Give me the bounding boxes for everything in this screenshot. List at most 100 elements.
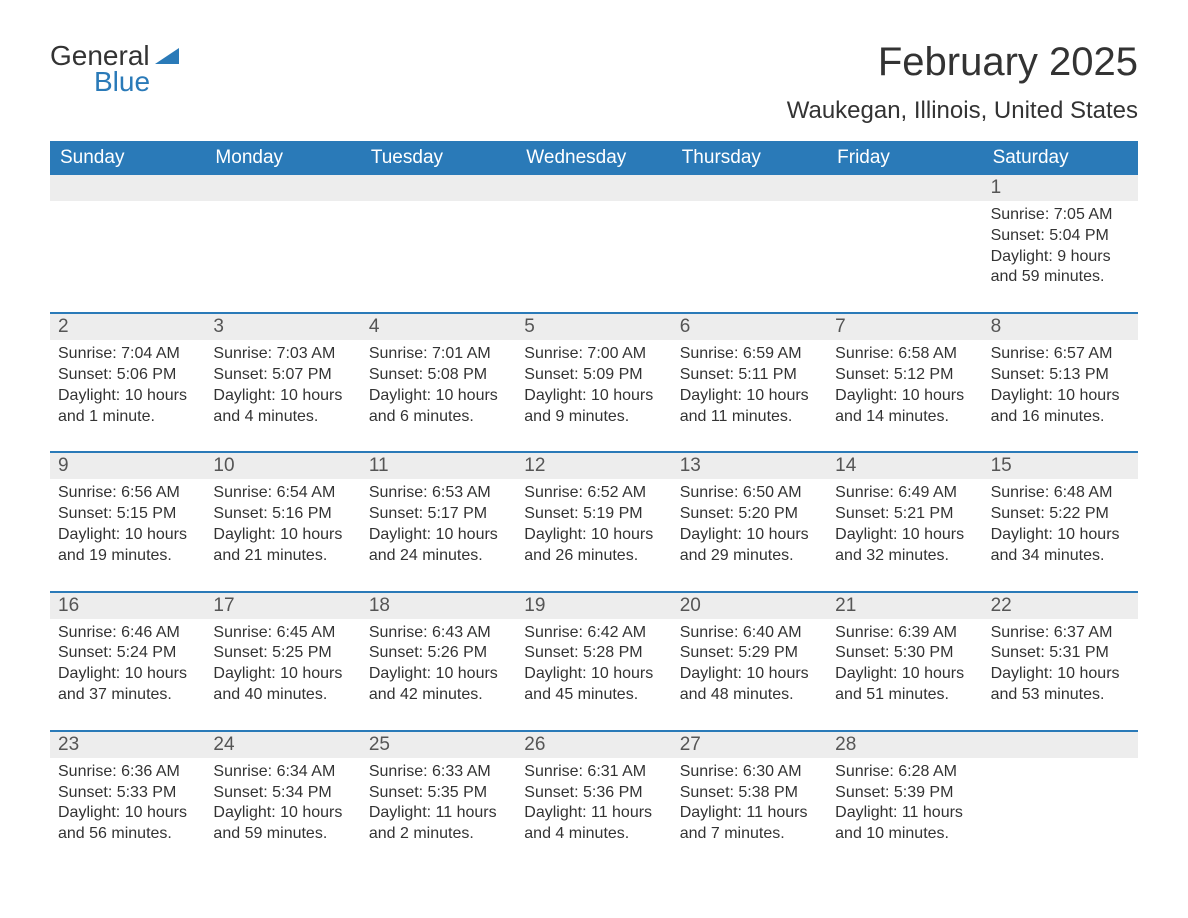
day-info-line: Sunset: 5:06 PM xyxy=(58,365,197,386)
day-info-line: Sunrise: 6:52 AM xyxy=(524,483,663,504)
day-cell: Sunrise: 6:40 AMSunset: 5:29 PMDaylight:… xyxy=(672,619,827,730)
day-info-line: Daylight: 11 hours and 2 minutes. xyxy=(369,803,508,845)
day-number xyxy=(827,175,982,201)
calendar-week: 1Sunrise: 7:05 AMSunset: 5:04 PMDaylight… xyxy=(50,175,1138,312)
day-info-line: Daylight: 10 hours and 56 minutes. xyxy=(58,803,197,845)
day-info-line: Sunset: 5:28 PM xyxy=(524,643,663,664)
day-cell: Sunrise: 7:05 AMSunset: 5:04 PMDaylight:… xyxy=(983,201,1138,312)
day-info-line: Daylight: 10 hours and 32 minutes. xyxy=(835,525,974,567)
day-cell: Sunrise: 6:59 AMSunset: 5:11 PMDaylight:… xyxy=(672,340,827,451)
day-info-line: Sunset: 5:38 PM xyxy=(680,783,819,804)
triangle-icon xyxy=(155,48,179,64)
day-number: 6 xyxy=(672,314,827,340)
title-block: February 2025 Waukegan, Illinois, United… xyxy=(787,40,1138,125)
day-info-line: Sunset: 5:30 PM xyxy=(835,643,974,664)
day-number xyxy=(205,175,360,201)
day-info-line: Sunset: 5:04 PM xyxy=(991,226,1130,247)
day-info-line: Daylight: 10 hours and 40 minutes. xyxy=(213,664,352,706)
weekday-header: Saturday xyxy=(983,141,1138,175)
day-info-line: Daylight: 11 hours and 4 minutes. xyxy=(524,803,663,845)
day-number: 25 xyxy=(361,732,516,758)
day-info-line: Sunrise: 6:56 AM xyxy=(58,483,197,504)
day-number: 1 xyxy=(983,175,1138,201)
calendar-week: 232425262728Sunrise: 6:36 AMSunset: 5:33… xyxy=(50,730,1138,869)
day-info-line: Sunrise: 6:54 AM xyxy=(213,483,352,504)
day-info-line: Daylight: 10 hours and 26 minutes. xyxy=(524,525,663,567)
day-cell: Sunrise: 7:00 AMSunset: 5:09 PMDaylight:… xyxy=(516,340,671,451)
day-cell xyxy=(50,201,205,312)
day-number: 21 xyxy=(827,593,982,619)
weekday-header: Friday xyxy=(827,141,982,175)
day-number: 8 xyxy=(983,314,1138,340)
day-cell: Sunrise: 6:53 AMSunset: 5:17 PMDaylight:… xyxy=(361,479,516,590)
day-number: 23 xyxy=(50,732,205,758)
day-cell: Sunrise: 6:57 AMSunset: 5:13 PMDaylight:… xyxy=(983,340,1138,451)
day-info-line: Daylight: 10 hours and 16 minutes. xyxy=(991,386,1130,428)
weekday-header: Sunday xyxy=(50,141,205,175)
day-cell: Sunrise: 6:49 AMSunset: 5:21 PMDaylight:… xyxy=(827,479,982,590)
day-info-line: Sunrise: 6:39 AM xyxy=(835,623,974,644)
day-info-line: Sunrise: 6:53 AM xyxy=(369,483,508,504)
weekday-header: Tuesday xyxy=(361,141,516,175)
day-info-line: Sunset: 5:22 PM xyxy=(991,504,1130,525)
day-cell: Sunrise: 7:01 AMSunset: 5:08 PMDaylight:… xyxy=(361,340,516,451)
day-info-line: Sunrise: 6:50 AM xyxy=(680,483,819,504)
day-info-line: Daylight: 10 hours and 48 minutes. xyxy=(680,664,819,706)
day-info-line: Sunset: 5:33 PM xyxy=(58,783,197,804)
day-number xyxy=(983,732,1138,758)
day-info-line: Sunrise: 7:04 AM xyxy=(58,344,197,365)
day-cell: Sunrise: 6:33 AMSunset: 5:35 PMDaylight:… xyxy=(361,758,516,869)
day-info-line: Daylight: 10 hours and 9 minutes. xyxy=(524,386,663,428)
day-info-line: Sunrise: 6:45 AM xyxy=(213,623,352,644)
calendar-week: 9101112131415Sunrise: 6:56 AMSunset: 5:1… xyxy=(50,451,1138,590)
day-number: 3 xyxy=(205,314,360,340)
day-info-line: Sunset: 5:11 PM xyxy=(680,365,819,386)
day-number: 16 xyxy=(50,593,205,619)
day-info-line: Daylight: 10 hours and 1 minute. xyxy=(58,386,197,428)
day-cell xyxy=(516,201,671,312)
day-cell: Sunrise: 6:46 AMSunset: 5:24 PMDaylight:… xyxy=(50,619,205,730)
day-info-line: Sunrise: 6:30 AM xyxy=(680,762,819,783)
day-info-line: Sunrise: 6:36 AM xyxy=(58,762,197,783)
day-number: 12 xyxy=(516,453,671,479)
day-info-line: Daylight: 10 hours and 11 minutes. xyxy=(680,386,819,428)
day-info-line: Sunset: 5:31 PM xyxy=(991,643,1130,664)
day-info-line: Sunrise: 6:46 AM xyxy=(58,623,197,644)
day-cell xyxy=(983,758,1138,869)
day-cell: Sunrise: 6:50 AMSunset: 5:20 PMDaylight:… xyxy=(672,479,827,590)
day-info-line: Sunset: 5:26 PM xyxy=(369,643,508,664)
day-number: 18 xyxy=(361,593,516,619)
day-info-line: Sunrise: 6:33 AM xyxy=(369,762,508,783)
day-info-line: Daylight: 10 hours and 45 minutes. xyxy=(524,664,663,706)
day-info-line: Sunrise: 6:42 AM xyxy=(524,623,663,644)
day-info-line: Sunset: 5:19 PM xyxy=(524,504,663,525)
day-info-line: Daylight: 10 hours and 21 minutes. xyxy=(213,525,352,567)
day-number xyxy=(50,175,205,201)
day-cell: Sunrise: 6:42 AMSunset: 5:28 PMDaylight:… xyxy=(516,619,671,730)
day-number xyxy=(361,175,516,201)
logo-text-blue: Blue xyxy=(94,66,150,98)
day-info-line: Sunset: 5:34 PM xyxy=(213,783,352,804)
calendar: SundayMondayTuesdayWednesdayThursdayFrid… xyxy=(50,141,1138,869)
day-cell: Sunrise: 6:37 AMSunset: 5:31 PMDaylight:… xyxy=(983,619,1138,730)
day-info-line: Sunrise: 6:34 AM xyxy=(213,762,352,783)
day-number: 5 xyxy=(516,314,671,340)
day-info-line: Daylight: 10 hours and 51 minutes. xyxy=(835,664,974,706)
day-info-line: Sunrise: 6:57 AM xyxy=(991,344,1130,365)
day-info-line: Daylight: 10 hours and 29 minutes. xyxy=(680,525,819,567)
day-number: 14 xyxy=(827,453,982,479)
day-cell: Sunrise: 6:54 AMSunset: 5:16 PMDaylight:… xyxy=(205,479,360,590)
day-cell xyxy=(361,201,516,312)
day-cell: Sunrise: 6:43 AMSunset: 5:26 PMDaylight:… xyxy=(361,619,516,730)
day-info-line: Sunset: 5:20 PM xyxy=(680,504,819,525)
day-info-line: Sunrise: 7:01 AM xyxy=(369,344,508,365)
day-number: 20 xyxy=(672,593,827,619)
day-number: 26 xyxy=(516,732,671,758)
day-info-line: Daylight: 10 hours and 53 minutes. xyxy=(991,664,1130,706)
day-cell: Sunrise: 6:56 AMSunset: 5:15 PMDaylight:… xyxy=(50,479,205,590)
day-number: 10 xyxy=(205,453,360,479)
day-info-line: Sunset: 5:09 PM xyxy=(524,365,663,386)
day-cell: Sunrise: 6:30 AMSunset: 5:38 PMDaylight:… xyxy=(672,758,827,869)
day-info-line: Sunset: 5:35 PM xyxy=(369,783,508,804)
day-info-line: Sunset: 5:36 PM xyxy=(524,783,663,804)
